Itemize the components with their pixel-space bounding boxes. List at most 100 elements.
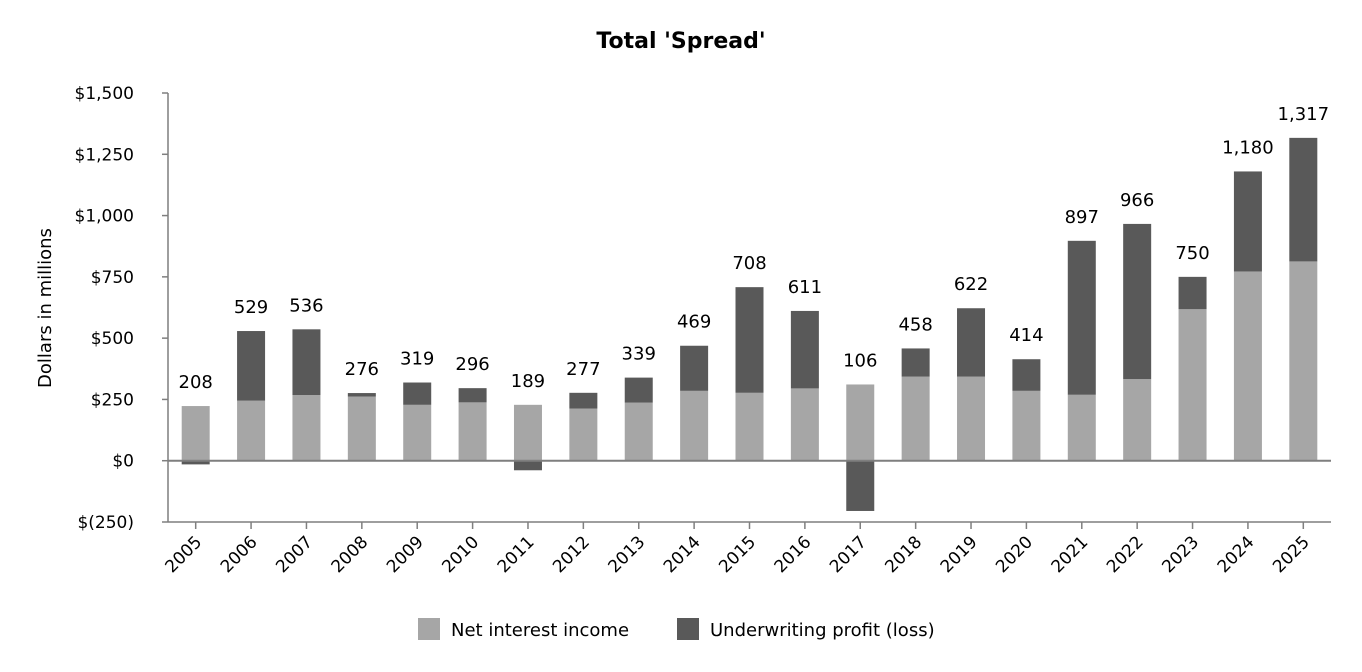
x-tick-label: 2008 — [328, 532, 373, 577]
total-label: 208 — [179, 372, 213, 393]
x-tick-label: 2011 — [494, 532, 539, 577]
bar-net-interest-income — [458, 402, 487, 461]
x-tick-label: 2010 — [438, 532, 483, 577]
x-tick-label: 2025 — [1269, 532, 1314, 577]
y-tick-label: $1,000 — [75, 207, 134, 227]
x-tick-label: 2007 — [272, 532, 317, 577]
total-label: 277 — [566, 359, 600, 380]
bar-underwriting-profit — [347, 393, 376, 397]
bar-net-interest-income — [735, 392, 764, 461]
y-tick-label: $750 — [91, 268, 134, 288]
legend: Net interest income Underwriting profit … — [418, 618, 935, 641]
bar-underwriting-profit — [1067, 240, 1096, 395]
total-label: 296 — [455, 354, 489, 375]
total-label: 536 — [289, 295, 323, 316]
bar-net-interest-income — [1123, 379, 1152, 461]
total-label: 708 — [732, 253, 766, 274]
y-tick-label: $500 — [91, 329, 134, 349]
bar-underwriting-profit — [957, 308, 986, 377]
x-tick-label: 2006 — [217, 532, 262, 577]
bar-net-interest-income — [403, 404, 432, 461]
bar-net-interest-income — [181, 406, 210, 461]
bar-underwriting-profit — [1233, 171, 1262, 272]
bar-net-interest-income — [569, 408, 598, 461]
legend-label-net-interest-income: Net interest income — [451, 620, 629, 641]
total-label: 106 — [843, 350, 877, 371]
bar-underwriting-profit — [513, 460, 542, 471]
legend-label-underwriting-profit: Underwriting profit (loss) — [710, 620, 935, 641]
x-tick-label: 2009 — [383, 532, 428, 577]
bar-net-interest-income — [846, 384, 875, 461]
bar-underwriting-profit — [680, 345, 709, 391]
x-tick-label: 2017 — [826, 532, 871, 577]
bar-net-interest-income — [957, 376, 986, 461]
x-tick-label: 2013 — [605, 532, 650, 577]
y-tick-label: $1,500 — [75, 84, 134, 104]
total-label: 1,317 — [1278, 104, 1330, 125]
bar-net-interest-income — [513, 404, 542, 461]
bar-underwriting-profit — [181, 460, 210, 465]
x-tick-label: 2022 — [1103, 532, 1148, 577]
legend-swatch-net-interest-income — [418, 618, 440, 640]
total-label: 339 — [622, 344, 656, 365]
bar-net-interest-income — [1012, 390, 1041, 461]
bar-underwriting-profit — [901, 348, 930, 377]
chart-title: Total 'Spread' — [596, 29, 765, 54]
total-label: 966 — [1120, 190, 1154, 211]
bar-underwriting-profit — [292, 329, 321, 396]
x-tick-label: 2019 — [937, 532, 982, 577]
bar-underwriting-profit — [403, 382, 432, 405]
bar-net-interest-income — [790, 388, 819, 461]
y-tick-label: $(250) — [77, 513, 134, 533]
bar-underwriting-profit — [790, 310, 819, 389]
bar-underwriting-profit — [1012, 359, 1041, 391]
x-tick-label: 2021 — [1048, 532, 1093, 577]
total-label: 897 — [1065, 207, 1099, 228]
x-tick-label: 2016 — [771, 532, 816, 577]
bar-underwriting-profit — [624, 377, 653, 403]
bar-net-interest-income — [237, 400, 266, 461]
bar-net-interest-income — [624, 402, 653, 461]
total-label: 1,180 — [1222, 137, 1274, 158]
y-axis-title: Dollars in millions — [35, 228, 56, 388]
x-tick-label: 2012 — [549, 532, 594, 577]
bar-net-interest-income — [1289, 261, 1318, 461]
bar-net-interest-income — [292, 395, 321, 461]
x-tick-label: 2020 — [992, 532, 1037, 577]
bar-underwriting-profit — [1289, 137, 1318, 262]
bar-underwriting-profit — [846, 460, 875, 511]
bar-net-interest-income — [901, 376, 930, 461]
x-tick-label: 2005 — [161, 532, 206, 577]
total-label: 750 — [1175, 243, 1209, 264]
bar-underwriting-profit — [1178, 276, 1207, 310]
bar-underwriting-profit — [458, 388, 487, 403]
bar-underwriting-profit — [735, 287, 764, 393]
x-tick-label: 2023 — [1158, 532, 1203, 577]
y-tick-label: $0 — [112, 452, 134, 472]
x-tick-label: 2015 — [715, 532, 760, 577]
total-label: 319 — [400, 349, 434, 370]
x-tick-label: 2024 — [1214, 532, 1259, 577]
total-label: 469 — [677, 312, 711, 333]
total-label: 611 — [788, 277, 822, 298]
bar-underwriting-profit — [1123, 223, 1152, 380]
bar-underwriting-profit — [569, 392, 598, 409]
total-label: 529 — [234, 297, 268, 318]
x-tick-label: 2018 — [881, 532, 926, 577]
x-tick-label: 2014 — [660, 532, 705, 577]
total-label: 189 — [511, 371, 545, 392]
bar-underwriting-profit — [237, 331, 266, 401]
total-label: 414 — [1009, 325, 1043, 346]
y-tick-label: $250 — [91, 390, 134, 410]
total-label: 622 — [954, 274, 988, 295]
bar-net-interest-income — [1233, 271, 1262, 461]
y-tick-label: $1,250 — [75, 145, 134, 165]
total-label: 276 — [345, 359, 379, 380]
plot-area: $(250) $0 $250 $500 $750 $1,000 $1,250 $1,500 20… — [75, 84, 1331, 577]
legend-swatch-underwriting-profit — [677, 618, 699, 640]
bar-net-interest-income — [1067, 394, 1096, 461]
total-label: 458 — [898, 314, 932, 335]
bar-net-interest-income — [680, 390, 709, 461]
